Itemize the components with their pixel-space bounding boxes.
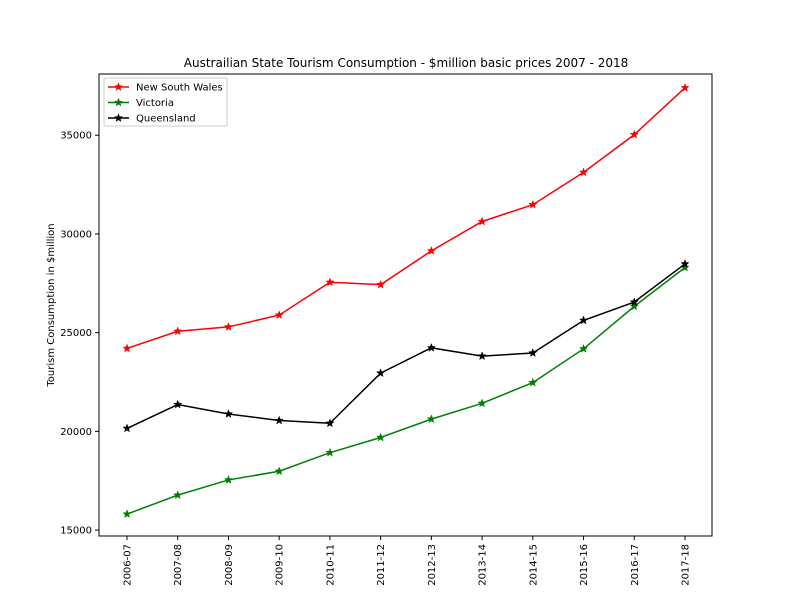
data-point — [274, 415, 284, 425]
data-point — [223, 475, 234, 484]
data-point — [274, 466, 284, 476]
data-point — [578, 315, 589, 325]
legend-marker — [113, 97, 124, 107]
data-point — [680, 259, 690, 268]
data-point — [325, 418, 335, 428]
y-tick-label: 15000 — [60, 526, 92, 537]
x-tick-label: 2006-07 — [123, 544, 134, 586]
data-point — [528, 348, 538, 357]
legend-entry-label: New South Wales — [136, 83, 223, 94]
y-axis-label: Tourism Consumption in $million — [46, 223, 57, 387]
y-tick-label: 30000 — [60, 229, 92, 240]
data-point — [122, 343, 132, 353]
x-tick-label: 2017-18 — [681, 544, 692, 586]
x-tick-label: 2010-11 — [325, 544, 336, 586]
data-point — [528, 199, 538, 209]
series-line — [126, 87, 686, 350]
chart-title: Austrailian State Tourism Consumption - … — [184, 56, 628, 70]
x-tick-label: 2015-16 — [579, 544, 590, 586]
x-tick-label: 2009-10 — [275, 544, 286, 586]
data-point — [223, 409, 234, 418]
x-tick-label: 2014-15 — [528, 544, 539, 586]
x-tick-label: 2011-12 — [376, 544, 387, 586]
data-point — [325, 447, 335, 457]
x-tick-label: 2012-13 — [427, 544, 438, 586]
data-point — [274, 310, 284, 320]
legend-marker — [113, 82, 124, 91]
data-point — [426, 414, 437, 424]
series-line — [126, 266, 686, 515]
data-point — [629, 129, 639, 139]
y-tick-label: 20000 — [60, 427, 92, 438]
data-point — [223, 322, 234, 331]
data-point — [426, 342, 437, 352]
data-point — [375, 368, 386, 378]
x-tick-label: 2016-17 — [630, 544, 641, 586]
data-point — [173, 399, 183, 409]
series-line — [126, 263, 686, 430]
data-point — [173, 490, 183, 500]
data-point — [375, 432, 386, 442]
x-tick-label: 2007-08 — [173, 544, 184, 586]
data-point — [477, 216, 487, 226]
data-point — [122, 423, 132, 433]
data-point — [629, 301, 639, 311]
data-point — [528, 377, 538, 387]
x-tick-label: 2008-09 — [224, 544, 235, 586]
data-point — [578, 167, 589, 177]
plot-frame — [98, 73, 713, 537]
data-point — [578, 343, 589, 353]
legend-entry-label: Victoria — [136, 98, 174, 109]
data-point — [173, 326, 183, 336]
data-point — [426, 245, 437, 255]
data-point — [477, 351, 487, 361]
plot-area: 15000 20000 25000 30000 35000 2006-07 2007-08 2… — [60, 82, 692, 586]
data-point — [629, 297, 639, 307]
x-tick-label: 2013-14 — [478, 544, 489, 586]
legend-marker — [113, 113, 124, 122]
data-point — [680, 82, 690, 92]
data-point — [375, 279, 386, 289]
legend-entry-label: Queensland — [136, 114, 196, 125]
data-point — [122, 509, 132, 519]
legend-items: New South Wales Victoria Queensland — [108, 82, 223, 125]
y-tick-label: 35000 — [60, 131, 92, 142]
legend-frame — [103, 77, 228, 127]
y-tick-label: 25000 — [60, 328, 92, 339]
legend: New South Wales Victoria Queensland — [103, 77, 228, 127]
data-point — [325, 277, 335, 287]
data-point — [477, 398, 487, 408]
